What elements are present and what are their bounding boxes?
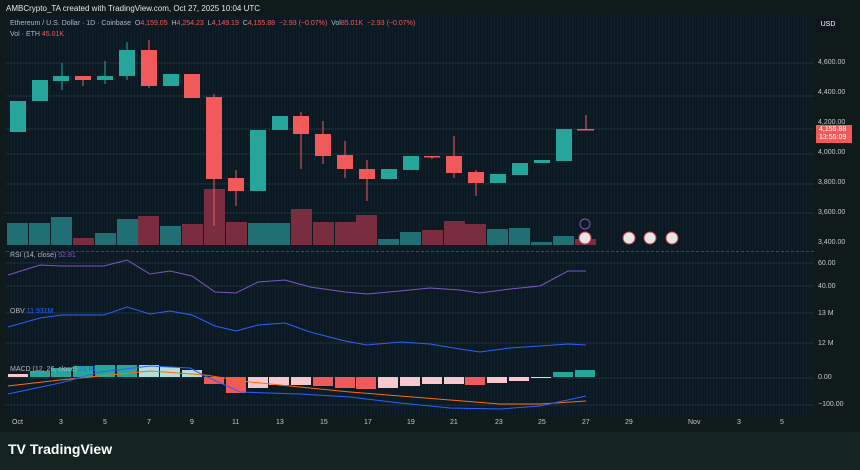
low-value: 4,149.19 [211,20,239,27]
close-value: 4,155.88 [247,20,276,27]
tradingview-logo-icon: TV [8,441,26,457]
rsi-line [7,259,586,295]
symbol-legend: Ethereum / U.S. Dollar · 1D · Coinbase O… [10,20,416,27]
vol-change: −2.93 (−0.07%) [366,20,416,27]
macd-line [7,365,587,410]
macd-legend: MACD (12, 26, close) 22.61 [10,366,97,373]
change-value: −2.93 (−0.07%) [278,20,328,27]
rsi-legend: RSI (14, close) 52.81 [10,252,76,259]
pane-divider[interactable] [6,251,814,253]
last-price-tag: 4,155.88 13:55:09 [816,125,852,143]
event-markers [578,218,679,245]
obv-legend: OBV 11.931M [10,308,54,315]
currency-button[interactable]: USD [816,18,840,32]
candlesticks [10,40,594,226]
creator-caption: AMBCrypto_TA created with TradingView.co… [6,4,261,13]
symbol-title: Ethereum / U.S. Dollar · 1D · Coinbase [10,20,131,27]
obv-line [7,306,587,353]
volume-legend: Vol · ETH 45.01K [10,31,65,38]
macd-signal-line [7,370,587,405]
volume-bars [7,189,596,245]
tradingview-logo[interactable]: TV TradingView [8,441,113,457]
high-value: 4,254.23 [176,20,204,27]
open-value: 4,159.05 [140,20,168,27]
vol-value: 85.01K [340,20,364,27]
footer-bar [0,432,860,470]
bar-countdown: 13:55:09 [819,134,847,141]
